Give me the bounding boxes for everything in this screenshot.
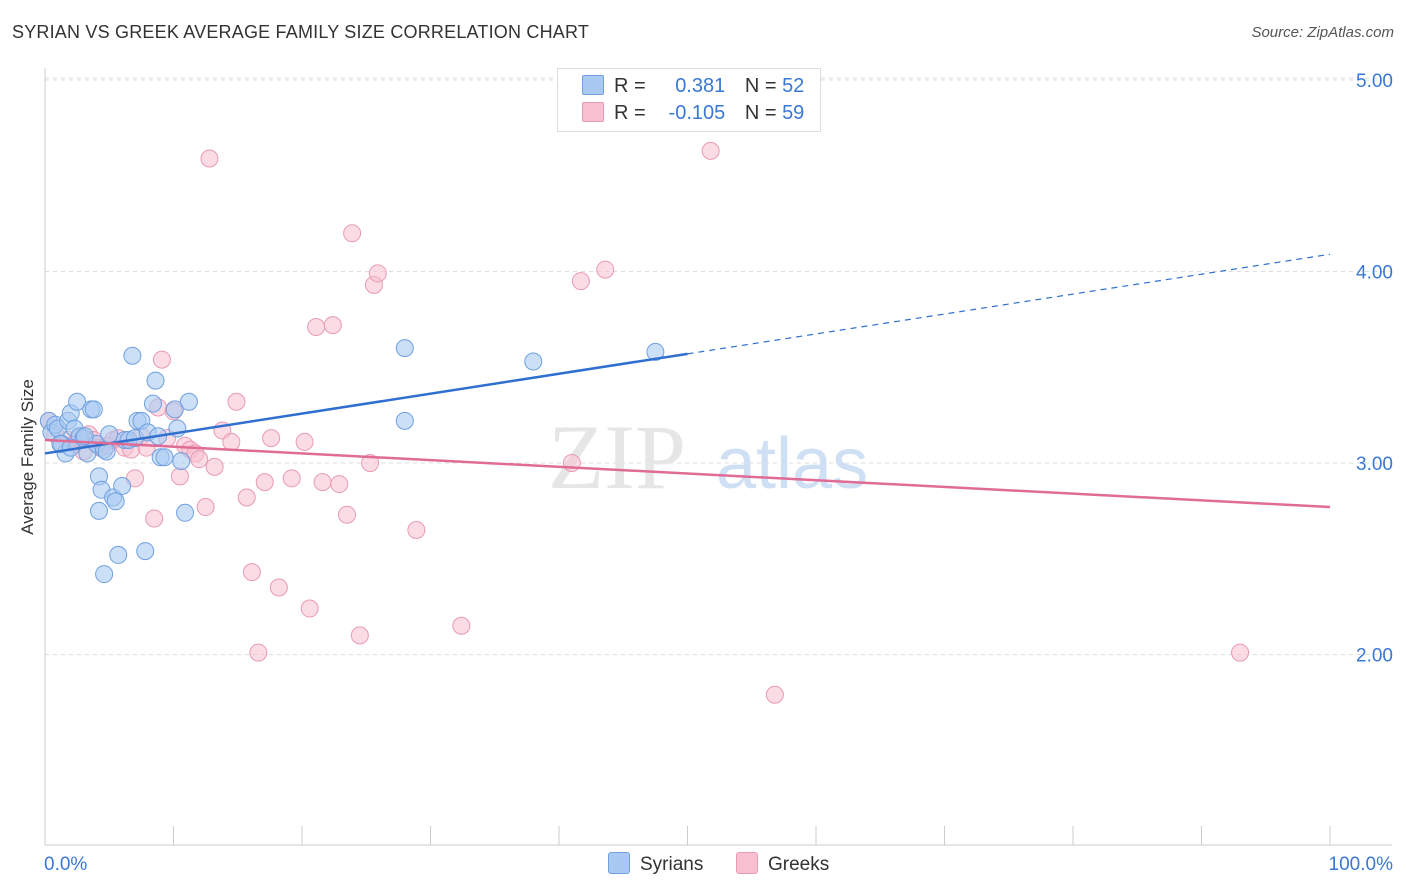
greek-point (361, 454, 380, 472)
legend-r-value: -0.105 (668, 102, 726, 124)
syrian-point (106, 492, 125, 511)
greek-point (282, 469, 301, 488)
greek-point (295, 432, 314, 451)
syrian-point (143, 394, 162, 413)
greek-point (1231, 643, 1250, 662)
greek-point (596, 260, 615, 279)
greek-point (571, 272, 590, 291)
syrian-point (176, 503, 195, 522)
chart-title: SYRIAN VS GREEK AVERAGE FAMILY SIZE CORR… (12, 22, 590, 42)
watermark-atlas: atlas (716, 424, 868, 504)
greek-point (170, 467, 189, 486)
greek-point (307, 318, 326, 337)
syrian-point (84, 400, 103, 419)
greek-point (368, 264, 387, 283)
legend-n-label: N = (744, 102, 777, 124)
syrian-point (68, 392, 87, 411)
syrian-point (95, 565, 114, 584)
syrians-trend-line (44, 352, 688, 455)
greek-point (337, 505, 356, 524)
syrian-point (395, 339, 414, 358)
greek-point (323, 316, 342, 335)
syrians-legend-swatch (608, 852, 630, 874)
greeks-swatch (582, 102, 604, 122)
x-tick-label-min: 0.0% (44, 854, 87, 875)
syrian-point (109, 545, 128, 564)
y-tick-label: 2.00 (1356, 646, 1393, 667)
greek-point (343, 224, 362, 243)
greek-point (200, 149, 219, 168)
legend-row-greeks: R = -0.105 N = 59 (582, 102, 804, 128)
legend-item-greeks: Greeks (736, 852, 829, 876)
axis-labels: 2.00 3.00 4.00 5.00 0.0% 100.0% (44, 71, 1393, 875)
syrian-point (146, 371, 165, 390)
data-points (39, 141, 1250, 704)
y-axis-label: Average Family Size (18, 379, 37, 535)
greeks-legend-swatch (736, 852, 758, 874)
greek-point (190, 450, 209, 469)
syrian-point (100, 425, 119, 444)
greek-point (330, 475, 349, 494)
greek-point (196, 498, 215, 517)
legend-item-syrians: Syrians (608, 852, 703, 876)
greek-point (300, 599, 319, 618)
greek-point (222, 432, 241, 451)
greek-point (152, 350, 171, 369)
y-tick-label: 5.00 (1356, 71, 1393, 92)
syrian-point (75, 427, 94, 446)
greek-point (237, 488, 256, 507)
series-legend: Syrians Greeks (0, 852, 1406, 878)
legend-r-value: 0.381 (675, 75, 726, 97)
greeks-trend-line (44, 438, 1331, 509)
axes (44, 68, 1392, 846)
legend-n-value: 52 (782, 75, 805, 97)
y-tick-label: 3.00 (1356, 454, 1393, 475)
legend-n-value: 59 (782, 102, 805, 124)
syrian-point (395, 411, 414, 430)
source-credit: Source: ZipAtlas.com (1251, 24, 1394, 41)
greek-point (205, 457, 224, 476)
greek-point (227, 392, 246, 411)
syrians-trend-extension (687, 253, 1331, 355)
trend-lines (44, 253, 1331, 509)
greek-point (255, 473, 274, 492)
greek-point (269, 578, 288, 597)
greek-point (452, 616, 471, 635)
x-tick-label-max: 100.0% (1329, 854, 1394, 875)
y-tick-label: 4.00 (1356, 263, 1393, 284)
syrian-point (524, 352, 543, 371)
syrians-legend-label: Syrians (640, 854, 704, 875)
syrian-point (165, 400, 184, 419)
greek-point (350, 626, 369, 645)
syrian-point (179, 392, 198, 411)
syrian-point (172, 452, 191, 471)
syrian-point (89, 501, 108, 520)
syrian-point (136, 542, 155, 561)
syrian-point (123, 346, 142, 365)
greek-point (249, 643, 268, 662)
greek-point (242, 563, 261, 582)
greek-point (262, 429, 281, 448)
syrian-point (155, 448, 174, 467)
greek-point (313, 473, 332, 492)
correlation-legend: R = 0.381 N = 52 R = -0.105 N = 59 (557, 68, 821, 132)
syrians-swatch (582, 75, 604, 95)
greek-point (407, 521, 426, 540)
greek-point (145, 509, 164, 528)
legend-row-syrians: R = 0.381 N = 52 (582, 75, 804, 101)
legend-n-label: N = (744, 75, 777, 97)
syrian-point (113, 476, 132, 495)
syrian-point (646, 342, 665, 361)
greek-point (765, 685, 784, 704)
legend-r-label: R = (614, 75, 646, 97)
legend-r-label: R = (614, 102, 646, 124)
greeks-legend-label: Greeks (768, 854, 830, 875)
greek-point (701, 141, 720, 160)
